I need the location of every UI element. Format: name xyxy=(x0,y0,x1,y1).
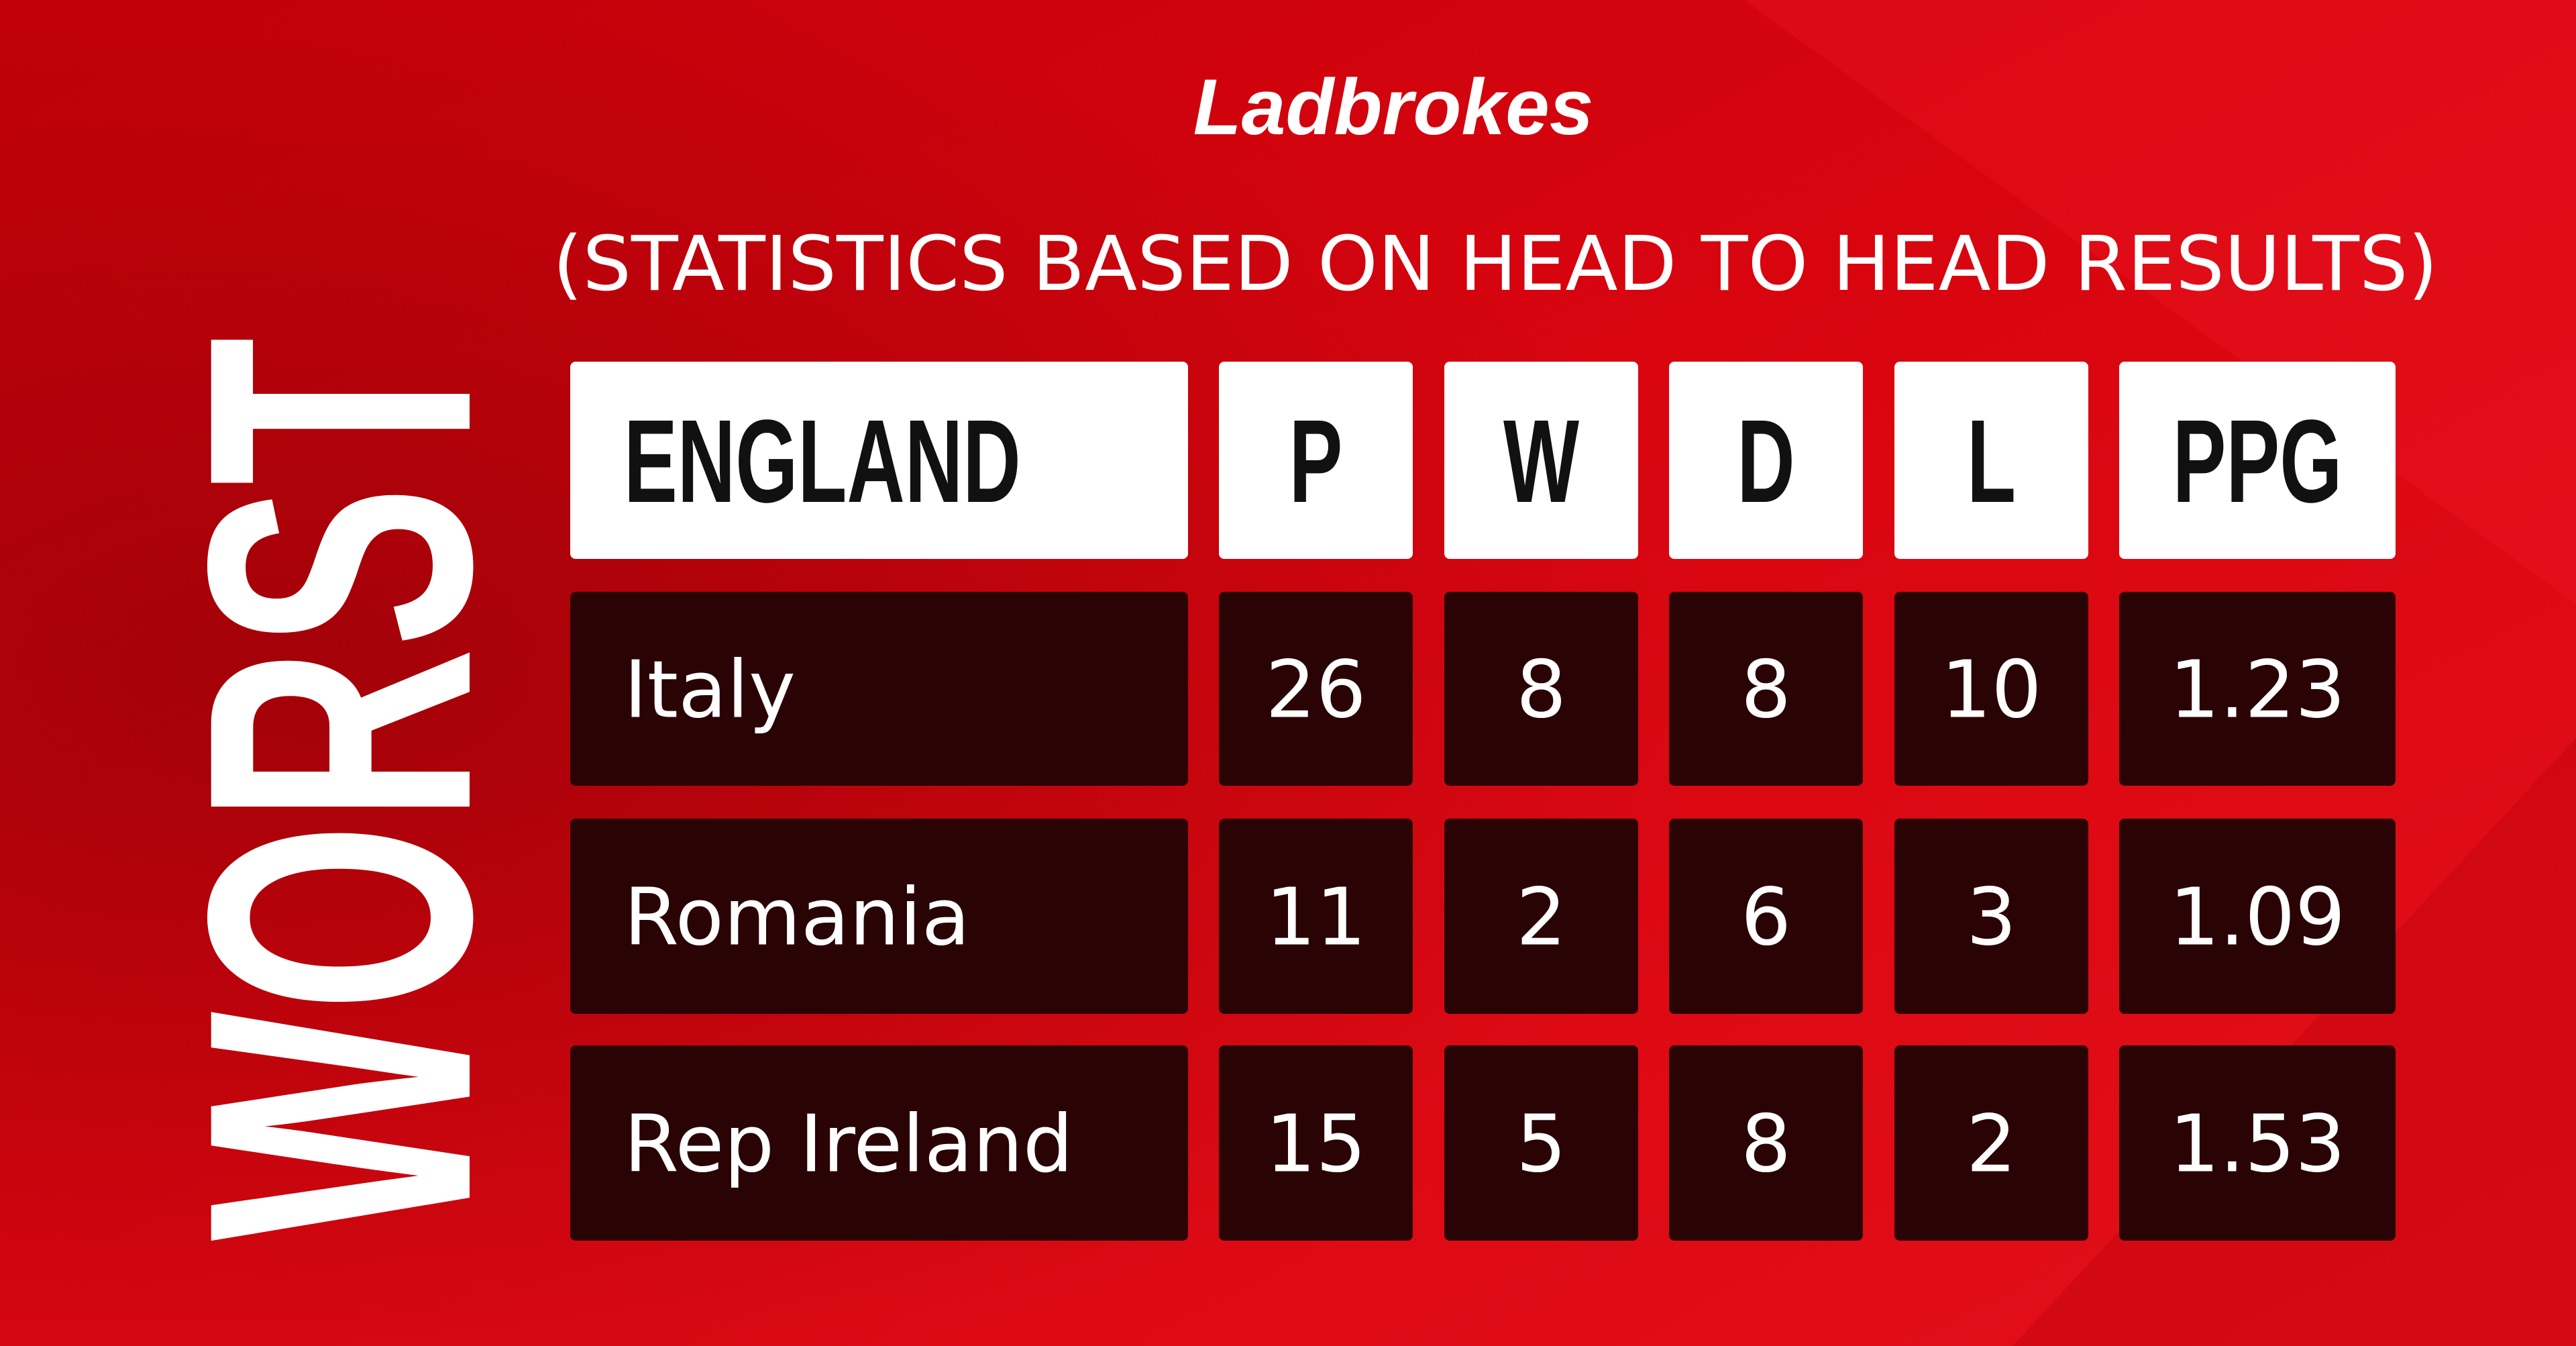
header-cell xyxy=(1444,362,1638,559)
row-cell xyxy=(1894,819,2088,1014)
header-label: W xyxy=(1503,395,1579,527)
stat-value: 8 xyxy=(1741,643,1791,736)
header-label: D xyxy=(1737,395,1794,527)
stat-value: 1.09 xyxy=(2169,871,2346,964)
stat-value: 8 xyxy=(1516,643,1566,736)
row-cell xyxy=(1219,592,1413,786)
row-cell xyxy=(1444,819,1638,1014)
row-cell xyxy=(2119,592,2396,786)
row-cell xyxy=(1669,592,1863,786)
brand-logo: Ladbrokes xyxy=(1193,63,1594,152)
team-name: Italy xyxy=(624,643,796,736)
stat-value: 10 xyxy=(1941,643,2041,736)
team-name: Romania xyxy=(624,871,970,964)
stat-value: 15 xyxy=(1265,1098,1366,1190)
header-label: ENGLAND xyxy=(624,395,1021,527)
stat-value: 1.53 xyxy=(2169,1098,2346,1190)
row-cell xyxy=(1219,1045,1413,1241)
side-title: WORST xyxy=(129,338,549,1241)
header-cell xyxy=(1669,362,1863,559)
row-cell xyxy=(2119,819,2396,1014)
row-cell xyxy=(570,819,1188,1014)
subtitle: (STATISTICS BASED ON HEAD TO HEAD RESULT… xyxy=(553,221,2438,308)
row-cell xyxy=(1669,1045,1863,1241)
stat-value: 2 xyxy=(1966,1098,2017,1190)
stat-value: 2 xyxy=(1516,871,1566,964)
stat-value: 3 xyxy=(1966,871,2017,964)
team-name: Rep Ireland xyxy=(624,1098,1073,1190)
row-cell xyxy=(2119,1045,2396,1241)
row-cell xyxy=(570,592,1188,786)
header-label: PPG xyxy=(2173,395,2343,527)
row-cell xyxy=(1444,1045,1638,1241)
row-cell xyxy=(570,1045,1188,1241)
stat-value: 11 xyxy=(1265,871,1366,964)
stat-value: 8 xyxy=(1741,1098,1791,1190)
header-label: L xyxy=(1967,395,2016,527)
row-cell xyxy=(1219,819,1413,1014)
header-label: P xyxy=(1289,395,1343,527)
stat-value: 6 xyxy=(1741,871,1791,964)
stat-value: 5 xyxy=(1516,1098,1566,1190)
header-cell xyxy=(1894,362,2088,559)
stat-value: 1.23 xyxy=(2169,643,2346,736)
row-cell xyxy=(1894,1045,2088,1241)
row-cell xyxy=(1444,592,1638,786)
header-cell xyxy=(2119,362,2396,559)
stat-value: 26 xyxy=(1265,643,1366,736)
row-cell xyxy=(1669,819,1863,1014)
row-cell xyxy=(1894,592,2088,786)
header-cell xyxy=(1219,362,1413,559)
header-cell xyxy=(570,362,1188,559)
